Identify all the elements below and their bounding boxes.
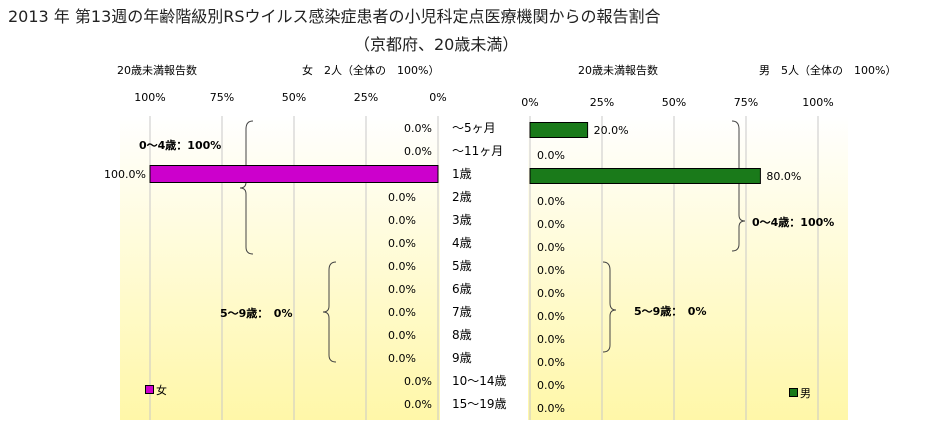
male-legend-label: 男 [800,387,811,400]
age-category-label: ～11ヶ月 [452,144,503,158]
chart-title: 2013 年 第13週の年齢階級別RSウイルス感染症患者の小児科定点医療機関から… [8,7,661,26]
male-bar [529,168,761,184]
male-axis-tick: 50% [662,96,686,109]
male-brace-0-4 [731,120,746,252]
male-axis-tick: 0% [521,96,538,109]
female-value-label: 0.0% [388,352,416,365]
age-category-label: 9歳 [452,351,472,365]
male-value-label: 0.0% [537,149,565,162]
male-value-label: 0.0% [537,195,565,208]
male-plot-area [528,116,848,420]
male-value-label: 0.0% [537,264,565,277]
male-value-label: 0.0% [537,310,565,323]
age-category-label: 3歳 [452,213,472,227]
age-category-label: ～5ヶ月 [452,121,496,135]
female-value-label: 0.0% [388,260,416,273]
female-legend-label: 女 [156,384,167,397]
male-value-label: 0.0% [537,241,565,254]
male-value-label: 80.0% [766,170,801,183]
female-header-label: 20歳未満報告数 [117,64,197,77]
female-axis-tick: 0% [429,91,446,104]
age-category-label: 1歳 [452,167,472,181]
chart-subtitle: （京都府、20歳未満） [354,35,519,54]
male-value-label: 0.0% [537,402,565,415]
female-value-label: 0.0% [388,214,416,227]
female-value-label: 0.0% [388,191,416,204]
age-category-label: 7歳 [452,305,472,319]
male-legend-swatch [789,388,798,397]
female-value-label: 0.0% [388,329,416,342]
age-category-label: 10～14歳 [452,374,507,388]
female-value-label: 0.0% [404,145,432,158]
female-brace-0-4 [239,120,254,255]
female-value-label: 0.0% [388,237,416,250]
male-value-label: 0.0% [537,356,565,369]
female-axis-tick: 75% [210,91,234,104]
female-brace-5-9 [322,261,337,363]
female-legend-swatch [145,385,154,394]
female-header-count: 女 2人（全体の 100%） [302,64,440,77]
female-axis-tick: 50% [282,91,306,104]
female-value-label: 0.0% [404,398,432,411]
female-value-label: 0.0% [404,375,432,388]
age-category-label: 5歳 [452,259,472,273]
age-category-label: 15～19歳 [452,397,507,411]
male-value-label: 20.0% [594,124,629,137]
male-header-label: 20歳未満報告数 [578,64,658,77]
age-category-label: 2歳 [452,190,472,204]
male-header-count: 男 5人（全体の 100%） [759,64,897,77]
female-value-label: 0.0% [404,122,432,135]
female-value-label: 0.0% [388,283,416,296]
age-category-label: 6歳 [452,282,472,296]
male-bar [529,122,589,138]
female-axis-tick: 25% [354,91,378,104]
female-group-label-0-4: 0～4歳：100% [139,139,222,152]
male-legend: 男 [789,385,811,401]
female-group-label-5-9: 5～9歳： 0% [220,307,293,320]
female-legend: 女 [145,382,167,398]
female-axis-tick: 100% [134,91,165,104]
age-category-label: 4歳 [452,236,472,250]
male-axis-tick: 25% [590,96,614,109]
female-bar [149,165,439,183]
male-value-label: 0.0% [537,333,565,346]
male-value-label: 0.0% [537,379,565,392]
female-value-label: 100.0% [104,168,146,181]
male-value-label: 0.0% [537,218,565,231]
age-category-label: 8歳 [452,328,472,342]
male-value-label: 0.0% [537,287,565,300]
male-axis-tick: 75% [734,96,758,109]
female-value-label: 0.0% [388,306,416,319]
male-axis-tick: 100% [802,96,833,109]
male-brace-5-9 [602,261,617,353]
male-group-label-0-4: 0～4歳：100% [752,216,835,229]
male-group-label-5-9: 5～9歳： 0% [634,305,707,318]
